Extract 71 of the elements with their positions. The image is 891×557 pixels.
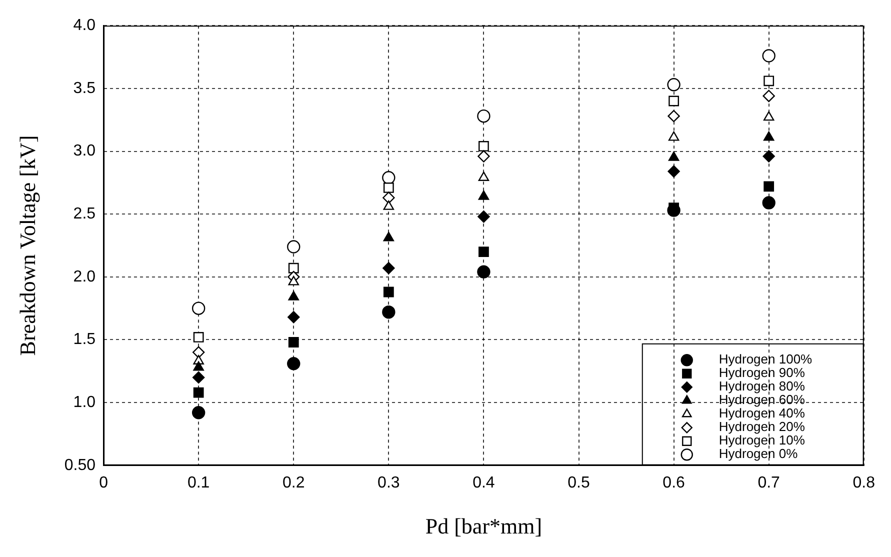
legend-label: Hydrogen 10% [718, 432, 806, 448]
x-tick-label: 0.3 [378, 474, 400, 492]
point [193, 387, 204, 398]
point [288, 262, 299, 274]
point [667, 78, 680, 92]
point [478, 141, 489, 152]
point [477, 109, 490, 123]
point [764, 181, 774, 192]
legend-label: Hydrogen 0% [718, 446, 798, 462]
point [668, 151, 680, 161]
point [477, 265, 490, 278]
point [382, 171, 396, 184]
point [382, 262, 395, 274]
point [383, 286, 394, 298]
point [288, 290, 299, 300]
y-tick-label: 3.0 [73, 142, 96, 160]
point [288, 276, 299, 286]
point [762, 196, 776, 210]
point [763, 131, 774, 141]
y-tick-label: 2.5 [73, 205, 96, 222]
point [192, 406, 206, 420]
point [668, 131, 680, 141]
x-tick-label: 0.8 [852, 474, 876, 492]
point [763, 111, 774, 121]
y-tick-label: 1.5 [73, 331, 96, 348]
x-tick-label: 0.2 [282, 474, 305, 492]
y-tick-label: 1.0 [73, 394, 96, 411]
y-tick-label: 4.0 [73, 17, 96, 34]
point [478, 190, 490, 200]
x-tick-label: 0.6 [662, 474, 686, 492]
point [383, 200, 394, 210]
point [668, 96, 679, 106]
point [193, 332, 204, 342]
point [192, 371, 205, 384]
point [383, 232, 394, 242]
point [668, 165, 680, 178]
point [478, 172, 490, 181]
point [192, 302, 206, 315]
point [762, 150, 775, 162]
legend-label: Hydrogen 80% [718, 378, 806, 394]
point [478, 246, 489, 257]
y-tick-label: 2.0 [73, 268, 96, 286]
point [193, 361, 204, 371]
x-tick-label: 0.1 [187, 474, 210, 492]
legend-label: Hydrogen 40% [718, 406, 806, 421]
x-tick-label: 0.5 [568, 474, 590, 492]
point [764, 76, 774, 86]
legend-label: Hydrogen 100% [718, 352, 813, 367]
point [287, 357, 300, 370]
point [287, 240, 300, 254]
x-tick-label: 0.7 [758, 474, 780, 492]
point [762, 90, 775, 102]
point [762, 49, 776, 62]
point [288, 311, 300, 324]
point [192, 346, 205, 358]
point [288, 337, 299, 348]
x-axis-title: Pd [bar*mm] [425, 514, 542, 539]
point [382, 192, 395, 204]
x-tick-label: 0 [99, 474, 108, 492]
legend-label: Hydrogen 20% [718, 419, 806, 434]
legend-label: Hydrogen 60% [718, 392, 806, 408]
point [478, 150, 490, 162]
y-axis-title: Breakdown Voltage [kV] [14, 135, 40, 356]
point [383, 182, 394, 193]
point [382, 306, 396, 319]
x-tick-label: 0.4 [472, 474, 495, 492]
point [478, 210, 490, 223]
legend-label: Hydrogen 90% [718, 365, 806, 380]
point [668, 110, 680, 122]
y-tick-label: 3.5 [73, 80, 96, 97]
y-tick-label: 0.50 [64, 456, 96, 474]
